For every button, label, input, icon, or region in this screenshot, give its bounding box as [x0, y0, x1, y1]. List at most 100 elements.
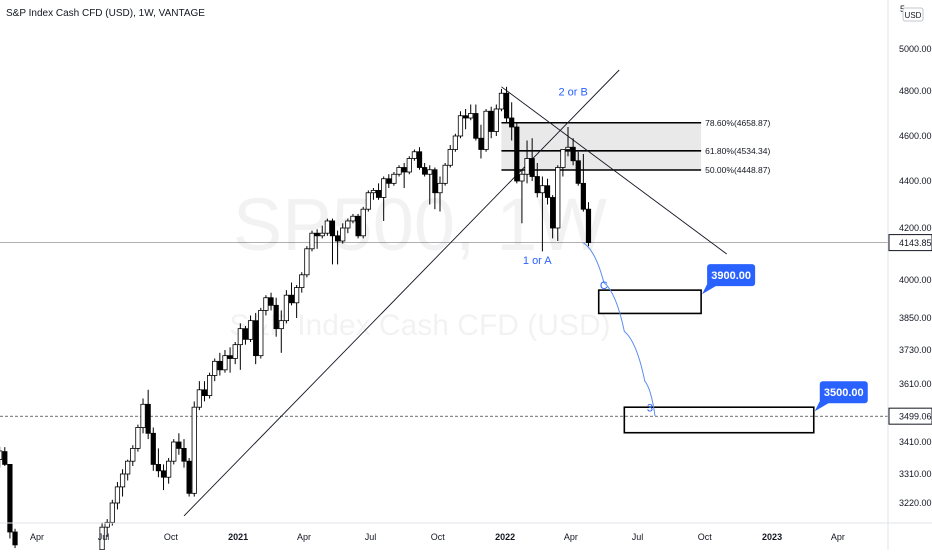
trendlines	[183, 69, 727, 517]
candle-down	[550, 195, 556, 239]
candle-down	[7, 463, 13, 539]
tick-label: 4600.00	[899, 131, 932, 141]
candle-down	[514, 122, 520, 184]
candle-down	[268, 292, 274, 311]
candle-body	[12, 531, 18, 546]
candle-up	[247, 315, 254, 342]
candle-body	[171, 441, 177, 462]
candle-down	[488, 106, 494, 139]
price-badge-label: 4143.85	[899, 238, 932, 248]
candle-body	[473, 113, 479, 139]
callout-box	[707, 264, 756, 287]
candle-down	[150, 427, 156, 471]
candle-up	[222, 350, 228, 373]
tick-label: 5	[900, 4, 905, 14]
candle-body	[130, 447, 136, 462]
candle-body	[186, 460, 192, 494]
tick-label: Apr	[831, 532, 845, 542]
candle-body	[191, 406, 197, 494]
currency-badge	[902, 7, 924, 22]
candle-body	[7, 463, 13, 533]
candle-body	[519, 173, 525, 182]
candle-body	[509, 117, 515, 128]
candle-up	[196, 381, 202, 411]
candle-body	[119, 473, 126, 488]
candle-up	[457, 111, 464, 139]
candle-down	[334, 230, 341, 265]
tick-label: 5000.00	[899, 44, 932, 54]
candle-body	[299, 274, 305, 288]
candle-body	[370, 189, 377, 194]
candle-down	[401, 163, 407, 189]
candle-body	[222, 355, 228, 371]
candle-up	[555, 165, 561, 241]
candle-body	[432, 169, 438, 194]
tick-label: Apr	[297, 532, 311, 542]
candle-body	[488, 110, 494, 132]
candle-body	[201, 389, 208, 396]
tick-label: 3850.00	[899, 313, 932, 323]
tick-label: 3220.00	[899, 498, 932, 508]
candle-up	[524, 140, 530, 184]
candle-down	[544, 178, 551, 205]
candle-body	[565, 146, 571, 150]
candle-down	[575, 151, 581, 186]
candle-down	[201, 381, 208, 402]
candle-body	[452, 135, 458, 150]
candle-body	[560, 149, 566, 168]
candle-down	[145, 389, 151, 440]
candle-up	[283, 290, 290, 324]
fib-retracement: 78.60%(4658.87) 61.80%(4534.34) 50.00%(444…	[501, 118, 771, 175]
candle-body	[140, 403, 146, 428]
candle-body	[125, 460, 131, 475]
candle-down	[570, 138, 576, 166]
candle-down	[416, 147, 423, 170]
candle-up	[350, 213, 356, 224]
candle-down	[329, 218, 336, 265]
candle-down	[473, 104, 479, 141]
candle-body	[422, 167, 428, 175]
candle-body	[181, 447, 187, 462]
candle-down	[155, 448, 161, 478]
candle-body	[580, 182, 586, 210]
tick-label: 3730.00	[899, 345, 932, 355]
wave-label: 1 or A	[523, 255, 552, 267]
candle-up	[498, 88, 505, 112]
candle-body	[585, 208, 592, 243]
candle-body	[406, 158, 412, 173]
candle-body	[288, 294, 295, 304]
candle-down	[503, 86, 510, 123]
candle-down	[529, 138, 535, 181]
candle-down	[422, 163, 428, 177]
candle-up	[519, 169, 525, 224]
watermark-symbol: SP500, 1W	[233, 183, 607, 266]
candle-up	[468, 104, 474, 121]
tick-label: 4400.00	[899, 176, 932, 186]
candle-up	[130, 445, 136, 466]
candle-up	[319, 225, 325, 239]
candle-down	[227, 347, 233, 373]
price-badge	[888, 234, 932, 252]
candle-body	[206, 375, 213, 397]
callout-pointer	[814, 401, 832, 412]
time-axis[interactable]: Apr Jul Oct 2021 Apr Jul Oct 2022 Apr Jul Oct 2023 A…	[0, 522, 932, 542]
candle-body	[401, 167, 407, 173]
wave-label: 3	[647, 403, 653, 415]
candle-body	[324, 220, 330, 234]
candle-up	[565, 127, 571, 157]
candle-body	[355, 215, 361, 237]
candle-body	[150, 432, 156, 465]
candle-up	[140, 398, 146, 434]
tick-label: Oct	[164, 532, 179, 542]
candle-body	[575, 160, 581, 184]
candle-body	[468, 113, 474, 119]
candle-down	[386, 174, 392, 189]
candle-down	[314, 229, 320, 249]
candle-down	[462, 109, 469, 130]
candle-down	[432, 167, 438, 210]
tick-label: Jul	[365, 532, 377, 542]
candle-body	[258, 309, 264, 357]
candle-body	[350, 215, 356, 222]
